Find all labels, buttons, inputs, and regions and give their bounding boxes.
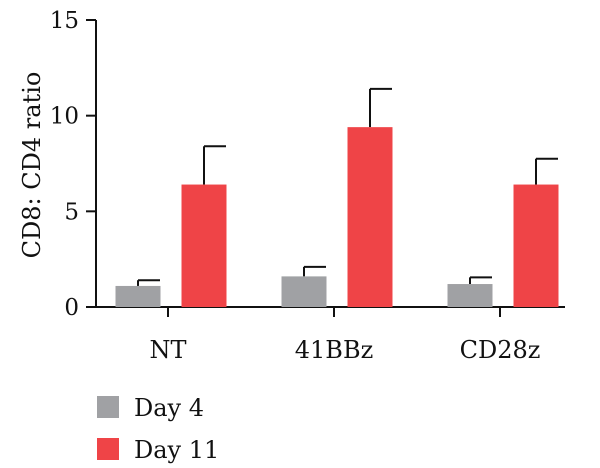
x-tick-label-41bbz: 41BBz	[295, 336, 373, 364]
legend-label-day-4: Day 4	[134, 394, 204, 422]
legend-swatch-day-11	[97, 438, 119, 460]
bar-41bbz-day-4	[281, 276, 327, 307]
y-axis: 0 5 10 15	[50, 8, 97, 321]
y-tick-label: 0	[64, 295, 79, 321]
bar-nt-day-4	[115, 285, 161, 307]
legend-label-day-11: Day 11	[134, 436, 219, 464]
bar-41bbz-day-11	[347, 127, 393, 307]
x-axis: NT 41BBz CD28z	[95, 306, 565, 364]
legend-swatch-day-4	[97, 396, 119, 418]
bar-cd28z-day-11	[513, 184, 559, 307]
legend: Day 4 Day 11	[97, 394, 219, 464]
y-tick-label: 15	[50, 8, 79, 34]
bar-nt-day-11	[181, 184, 227, 307]
y-tick-label: 10	[50, 104, 79, 130]
bar-cd28z-day-4	[447, 284, 493, 307]
y-axis-title: CD8: CD4 ratio	[18, 72, 46, 259]
x-tick-label-nt: NT	[149, 336, 186, 364]
bars	[115, 87, 559, 307]
y-tick-label: 5	[64, 199, 79, 225]
x-tick-label-cd28z: CD28z	[460, 336, 541, 364]
